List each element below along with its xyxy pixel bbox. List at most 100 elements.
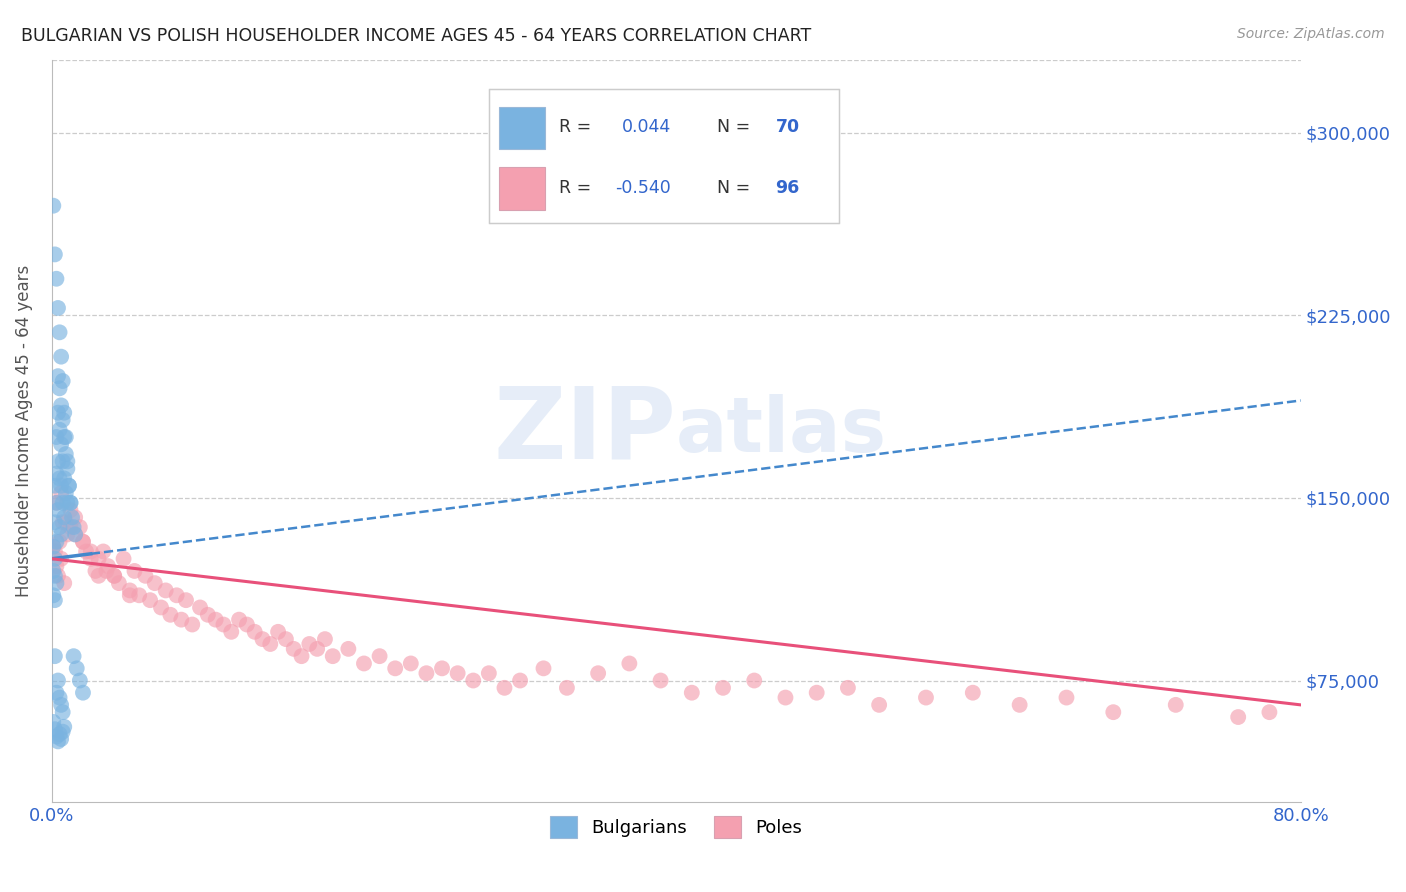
Text: Source: ZipAtlas.com: Source: ZipAtlas.com	[1237, 27, 1385, 41]
Point	[45, 559, 67, 574]
Point	[283, 641, 305, 656]
Point	[75, 544, 97, 558]
Point	[314, 632, 336, 647]
Point	[45, 534, 67, 549]
Point	[243, 624, 266, 639]
Point	[63, 527, 86, 541]
Point	[56, 527, 79, 541]
Point	[337, 641, 360, 656]
Point	[353, 657, 375, 671]
Point	[915, 690, 938, 705]
Point	[48, 423, 70, 437]
Point	[298, 637, 321, 651]
Point	[1008, 698, 1031, 712]
Point	[49, 486, 72, 500]
Point	[868, 698, 890, 712]
Point	[174, 593, 197, 607]
Point	[84, 564, 107, 578]
Point	[53, 471, 76, 485]
Point	[63, 527, 86, 541]
Point	[711, 681, 734, 695]
Point	[52, 496, 75, 510]
Point	[368, 649, 391, 664]
Point	[806, 686, 828, 700]
Point	[80, 551, 103, 566]
Point	[52, 374, 75, 388]
Point	[46, 406, 69, 420]
Point	[60, 510, 83, 524]
Point	[46, 569, 69, 583]
Point	[252, 632, 274, 647]
Point	[236, 617, 259, 632]
Point	[44, 569, 66, 583]
Point	[48, 471, 70, 485]
Point	[962, 686, 984, 700]
Point	[46, 734, 69, 748]
Point	[72, 534, 94, 549]
Point	[150, 600, 173, 615]
Point	[80, 544, 103, 558]
Point	[87, 551, 110, 566]
Point	[53, 720, 76, 734]
Point	[48, 326, 70, 340]
Point	[742, 673, 765, 688]
Point	[1227, 710, 1250, 724]
Point	[96, 564, 118, 578]
Point	[72, 534, 94, 549]
Point	[45, 496, 67, 510]
Point	[415, 666, 437, 681]
Point	[128, 588, 150, 602]
Point	[228, 613, 250, 627]
Point	[59, 503, 82, 517]
Point	[509, 673, 531, 688]
Point	[45, 730, 67, 744]
Point	[399, 657, 422, 671]
Point	[42, 714, 65, 729]
Point	[59, 496, 82, 510]
Point	[59, 496, 82, 510]
Point	[62, 520, 84, 534]
Point	[124, 564, 146, 578]
Point	[188, 600, 211, 615]
Point	[103, 569, 125, 583]
Point	[49, 731, 72, 746]
Point	[384, 661, 406, 675]
Point	[56, 496, 79, 510]
Point	[219, 624, 242, 639]
Point	[181, 617, 204, 632]
Point	[44, 479, 66, 493]
Point	[259, 637, 281, 651]
Point	[63, 510, 86, 524]
Point	[212, 617, 235, 632]
Point	[555, 681, 578, 695]
Point	[170, 613, 193, 627]
Point	[42, 564, 65, 578]
Point	[58, 479, 80, 493]
Point	[52, 413, 75, 427]
Point	[45, 496, 67, 510]
Point	[478, 666, 501, 681]
Point	[87, 569, 110, 583]
Point	[44, 247, 66, 261]
Point	[49, 350, 72, 364]
Point	[494, 681, 516, 695]
Point	[837, 681, 859, 695]
Point	[1258, 705, 1281, 719]
Point	[53, 510, 76, 524]
Point	[103, 569, 125, 583]
Point	[53, 576, 76, 591]
Point	[139, 593, 162, 607]
Point	[267, 624, 290, 639]
Point	[446, 666, 468, 681]
Point	[45, 271, 67, 285]
Point	[46, 369, 69, 384]
Point	[166, 588, 188, 602]
Point	[52, 454, 75, 468]
Point	[45, 430, 67, 444]
Text: ZIP: ZIP	[494, 383, 676, 479]
Point	[97, 559, 120, 574]
Point	[56, 454, 79, 468]
Text: atlas: atlas	[676, 394, 887, 468]
Point	[44, 515, 66, 529]
Point	[42, 540, 65, 554]
